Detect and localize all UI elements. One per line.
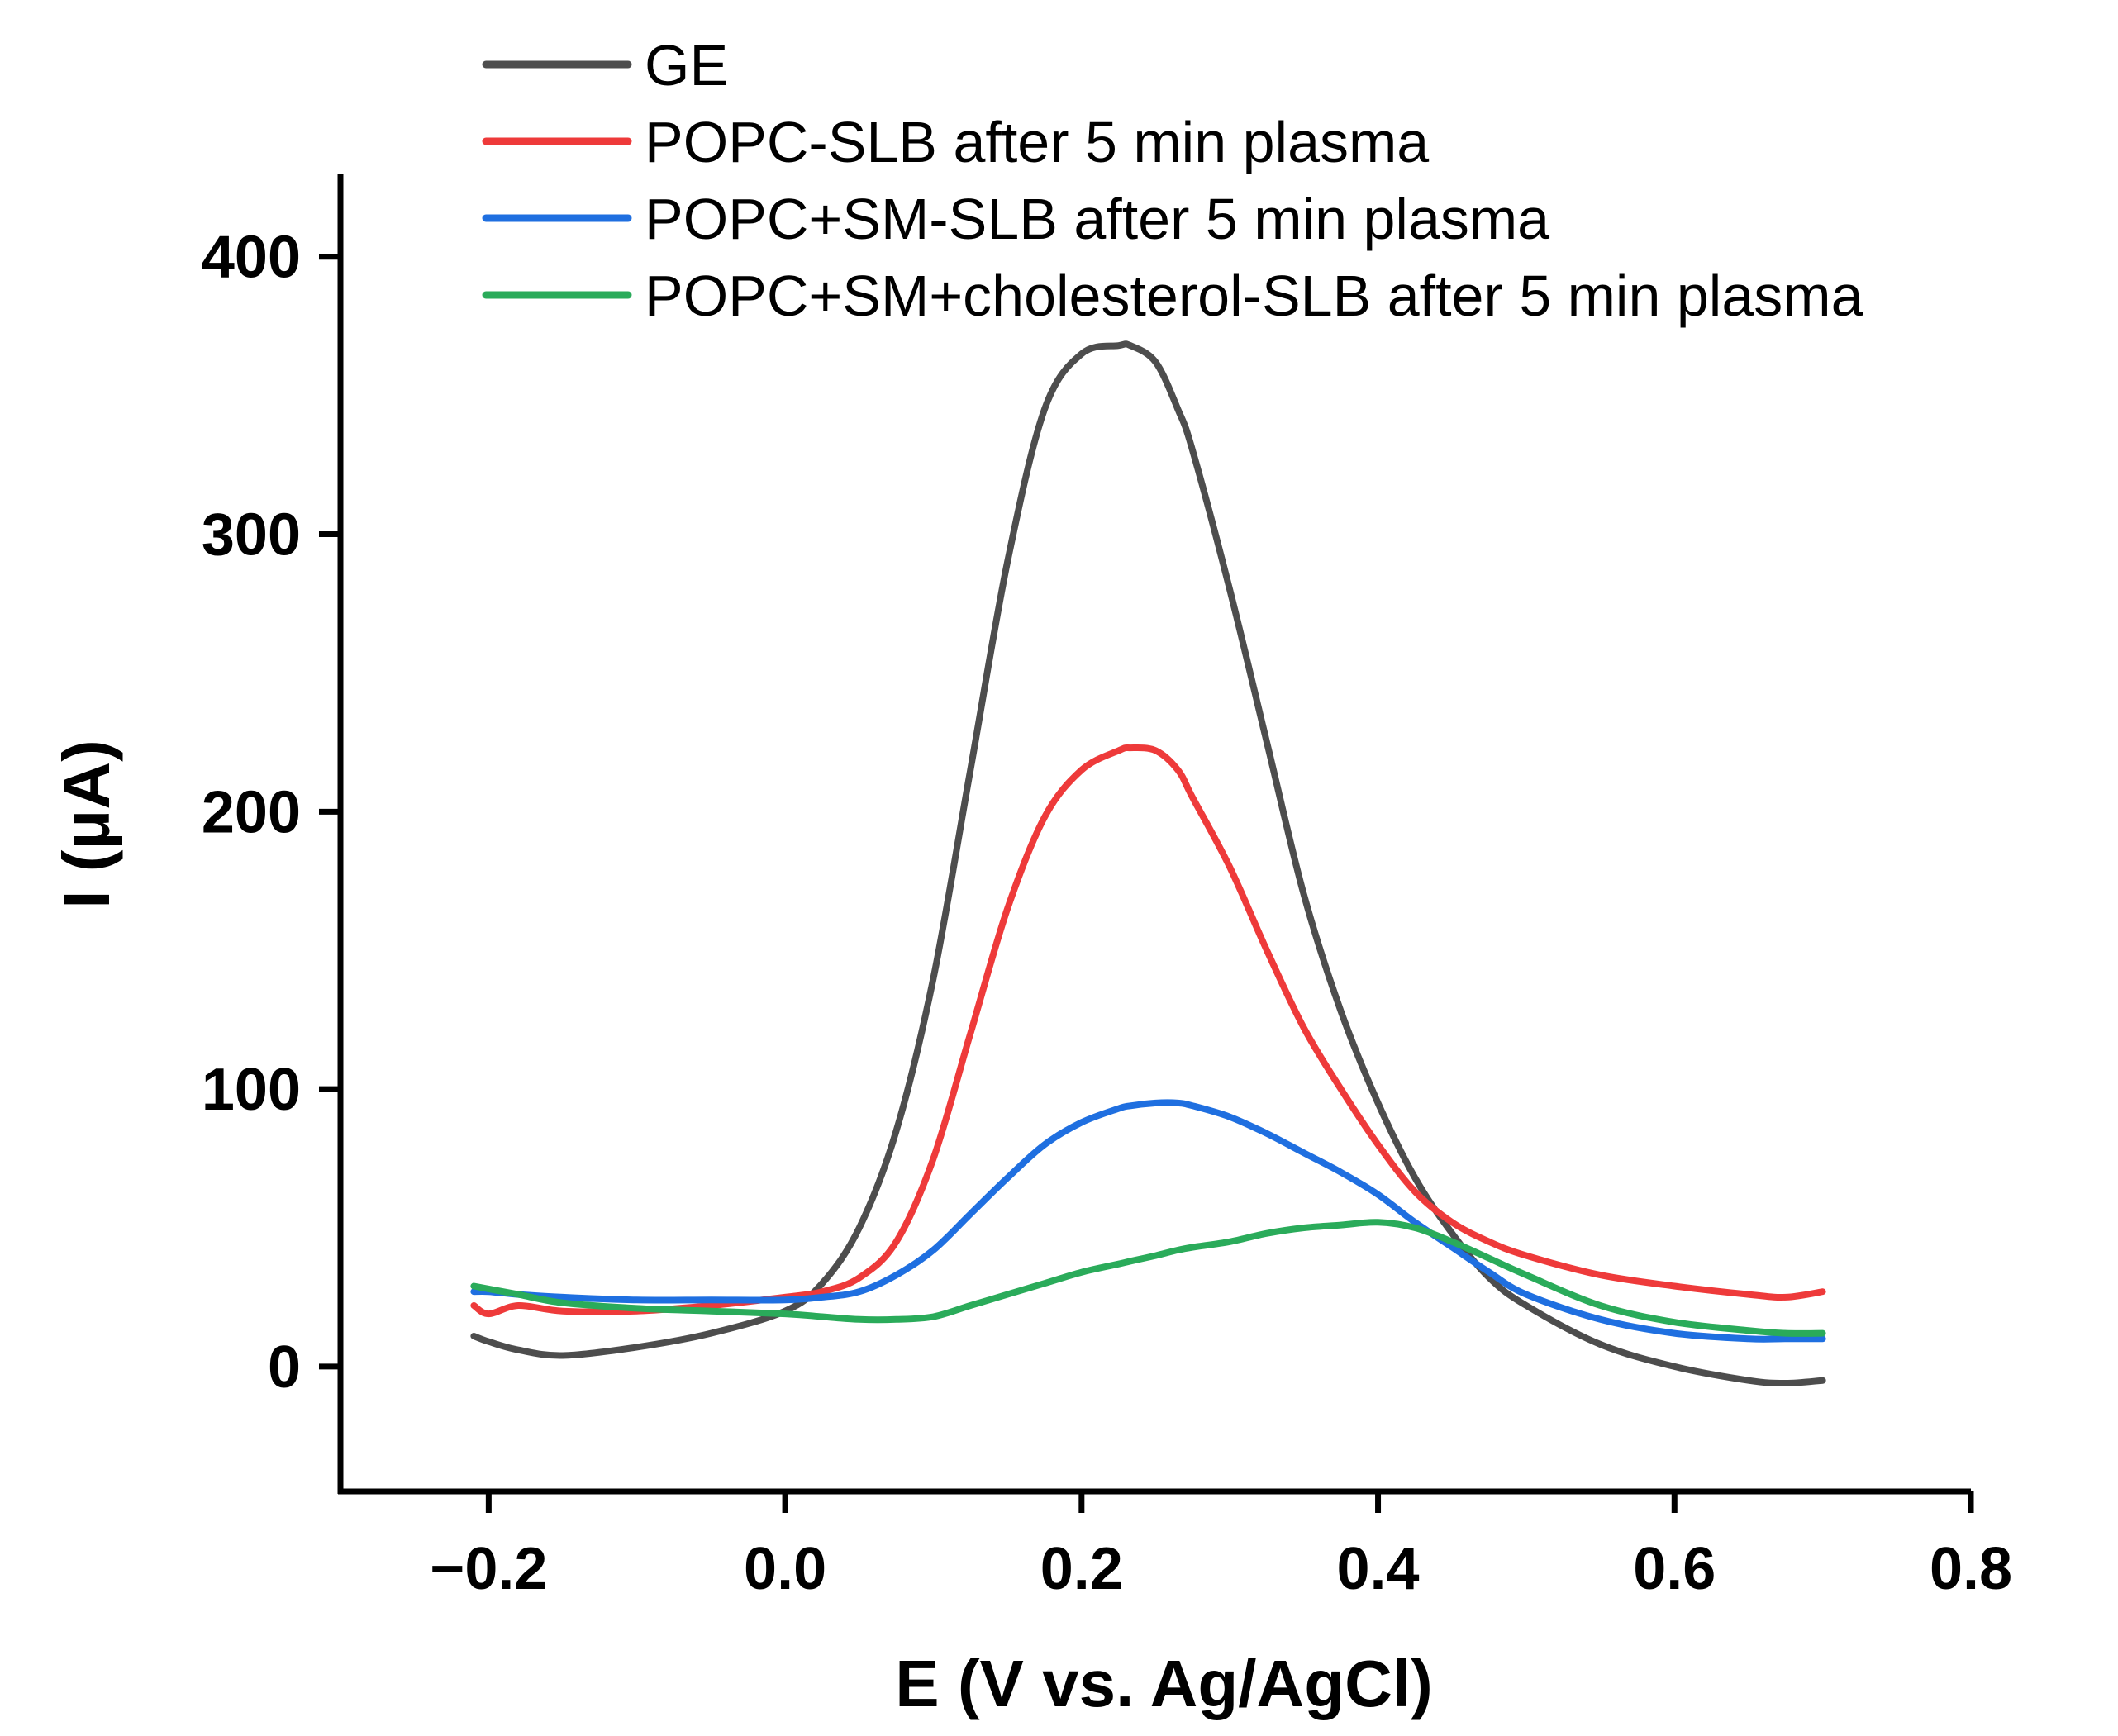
x-tick-label: 0.6 <box>1633 1536 1716 1602</box>
legend-label-0: GE <box>645 33 728 98</box>
x-axis-title: E (V vs. Ag/AgCl) <box>895 1647 1432 1720</box>
series-line-3 <box>470 1219 1826 1337</box>
legend: GE POPC-SLB after 5 min plasma POPC+SM-SLB… <box>482 33 1863 328</box>
axes <box>337 174 1971 1495</box>
x-tick-label: −0.2 <box>430 1536 547 1602</box>
y-tick-label: 100 <box>202 1057 301 1123</box>
y-tick-label: 0 <box>268 1334 301 1401</box>
series-line-1 <box>470 744 1826 1318</box>
x-axis-ticks: −0.2 0.0 0.2 0.4 0.6 0.8 <box>430 1491 2012 1602</box>
x-tick-label: 0.8 <box>1930 1536 2012 1602</box>
y-tick-label: 300 <box>202 502 301 568</box>
x-tick-label: 0.4 <box>1336 1536 1419 1602</box>
legend-label-2: POPC+SM-SLB after 5 min plasma <box>645 187 1549 251</box>
y-axis-ticks: 0 100 200 300 400 <box>202 225 340 1401</box>
series-line-2 <box>470 1099 1826 1343</box>
x-tick-label: 0.0 <box>744 1536 826 1602</box>
series-line-0 <box>470 340 1826 1386</box>
y-axis-title: I (μA) <box>50 740 123 908</box>
y-tick-label: 400 <box>202 225 301 291</box>
legend-label-3: POPC+SM+cholesterol-SLB after 5 min plas… <box>645 264 1863 328</box>
legend-label-1: POPC-SLB after 5 min plasma <box>645 110 1429 174</box>
plot-area <box>470 340 1826 1386</box>
y-tick-label: 200 <box>202 779 301 845</box>
x-tick-label: 0.2 <box>1040 1536 1123 1602</box>
